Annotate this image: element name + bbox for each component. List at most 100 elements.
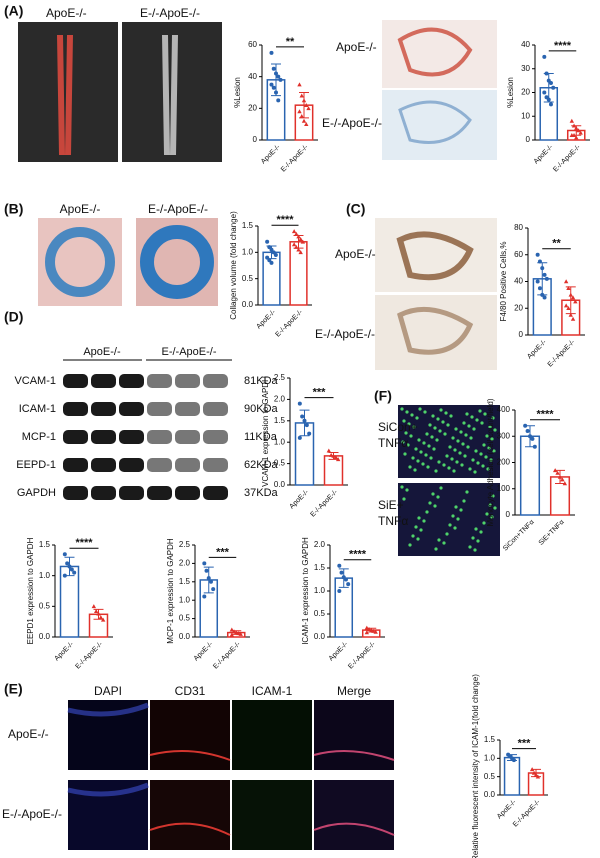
cell <box>482 443 486 447</box>
point <box>98 615 104 620</box>
protein-label: EEPD-1 <box>16 459 56 471</box>
point <box>274 90 278 95</box>
point <box>540 266 545 271</box>
y-tick-label: 1.5 <box>274 416 286 425</box>
cell <box>439 486 443 490</box>
point <box>551 85 556 90</box>
image-label: ApoE-/- <box>60 202 101 216</box>
cell <box>476 539 480 543</box>
band <box>63 458 88 472</box>
y-tick-label: 0.5 <box>39 601 51 610</box>
band <box>119 402 144 416</box>
x-tick-label: SiE+TNFα <box>538 519 566 547</box>
band <box>175 458 200 472</box>
point <box>333 454 339 459</box>
band <box>147 486 172 500</box>
cell <box>405 488 409 492</box>
significance: ** <box>286 36 295 48</box>
band <box>91 458 116 472</box>
band <box>203 374 228 388</box>
cell <box>410 413 414 417</box>
size-label: 90KDa <box>244 403 279 415</box>
image-label: Merge <box>337 684 371 698</box>
cell <box>471 536 475 540</box>
band <box>175 402 200 416</box>
x-tick-label: E-/-ApoE-/- <box>552 143 582 173</box>
x-tick-label: E-/-ApoE-/- <box>310 488 340 518</box>
y-axis-title: Relative fluorescent intensity of ICAM-1… <box>471 674 480 858</box>
band <box>119 458 144 472</box>
cell <box>467 424 471 428</box>
band <box>63 486 88 500</box>
y-tick-label: 20 <box>514 303 523 312</box>
band <box>119 374 144 388</box>
protein-label: MCP-1 <box>22 431 56 443</box>
x-tick-label: ApoE-/- <box>193 640 215 662</box>
x-tick-label: E-/-ApoE-/- <box>75 640 105 670</box>
cell <box>417 438 421 442</box>
point <box>569 118 575 123</box>
aorta <box>57 34 73 156</box>
point <box>548 102 553 107</box>
point <box>91 604 97 609</box>
image-label: ApoE-/- <box>8 727 49 741</box>
point <box>571 133 577 138</box>
y-tick-label: 30 <box>521 64 530 73</box>
cell <box>445 454 449 458</box>
cell <box>416 459 420 463</box>
band <box>175 430 200 444</box>
band <box>147 430 172 444</box>
x-tick-label: ApoE-/- <box>496 798 518 820</box>
y-tick-label: 1.5 <box>484 735 496 744</box>
point <box>304 423 309 428</box>
merge <box>314 780 394 850</box>
y-tick-label: 0 <box>506 510 511 519</box>
cell <box>448 445 452 449</box>
cell <box>434 547 438 551</box>
cell <box>406 443 410 447</box>
point <box>544 71 549 76</box>
point <box>563 303 569 308</box>
y-tick-label: 0.0 <box>242 300 254 309</box>
cell <box>436 417 440 421</box>
point <box>202 561 207 566</box>
significance: **** <box>276 214 294 226</box>
point <box>373 629 378 634</box>
point <box>298 250 303 255</box>
cell <box>414 525 418 529</box>
y-tick-label: 40 <box>248 72 257 81</box>
cell <box>436 495 440 499</box>
image-label: E-/-ApoE-/- <box>2 807 62 821</box>
point <box>229 627 235 632</box>
cell <box>422 519 426 523</box>
cell <box>444 411 448 415</box>
band <box>203 486 228 500</box>
point <box>568 292 573 297</box>
point <box>269 247 274 252</box>
point <box>335 457 341 462</box>
point <box>302 418 307 423</box>
point <box>548 81 553 85</box>
point <box>291 229 297 234</box>
significance: *** <box>313 387 327 399</box>
point <box>535 774 541 779</box>
point <box>570 295 576 300</box>
significance: **** <box>554 40 572 52</box>
image-label: TNFα <box>378 436 408 450</box>
y-axis-title: ICAM-1 expression to GAPDH <box>301 537 310 645</box>
cell <box>447 466 451 470</box>
point <box>535 279 540 284</box>
cell <box>437 460 441 464</box>
y-axis-title: F4/80 Positive Cells,% <box>499 241 508 321</box>
cell <box>489 458 493 462</box>
point <box>566 285 571 290</box>
signal <box>313 750 395 836</box>
cell <box>459 430 463 434</box>
point <box>206 576 211 581</box>
y-tick-label: 0.0 <box>314 632 326 641</box>
cd31 <box>150 700 230 770</box>
point <box>300 239 306 244</box>
point <box>574 135 579 140</box>
point <box>537 259 542 264</box>
